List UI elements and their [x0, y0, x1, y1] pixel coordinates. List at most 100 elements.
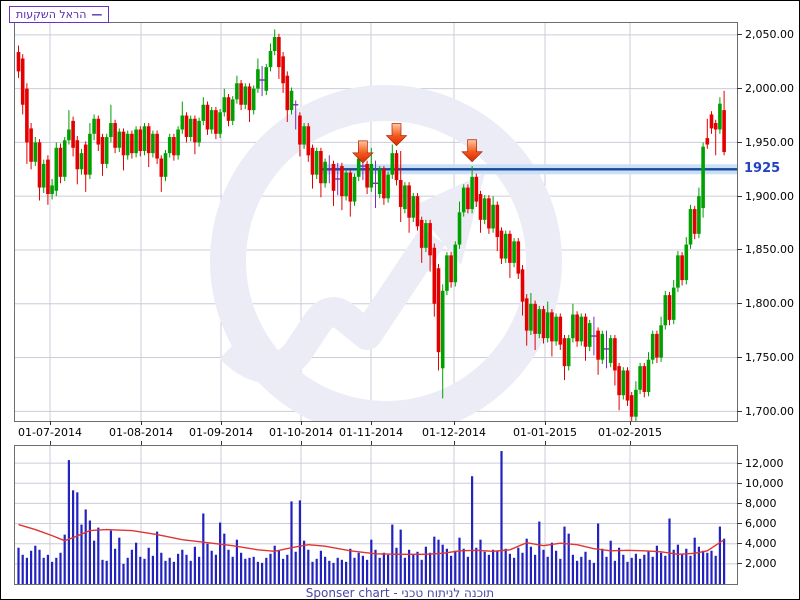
down-candle	[96, 118, 101, 145]
down-candle	[550, 312, 554, 342]
volume-panel[interactable]	[14, 445, 738, 585]
down-candle	[625, 370, 630, 401]
volume-bar	[235, 539, 238, 584]
price-tick	[737, 249, 742, 251]
down-candle	[516, 241, 521, 274]
volume-bar	[336, 557, 339, 584]
up-candle	[33, 142, 38, 162]
price-tick	[737, 34, 742, 36]
down-candle	[436, 268, 441, 353]
volume-bar	[567, 533, 570, 584]
volume-bar	[618, 547, 621, 584]
volume-bar	[332, 562, 335, 584]
volume-bar	[55, 557, 58, 584]
volume-bar	[109, 530, 112, 584]
volume-bar	[25, 557, 28, 584]
watermark-logo	[210, 85, 562, 421]
volume-bar	[290, 501, 293, 584]
volume-bar	[408, 549, 411, 584]
down-candle	[340, 166, 344, 197]
up-candle	[688, 209, 693, 245]
volume-tick	[737, 462, 742, 464]
volume-tick-label: 12,000	[745, 456, 784, 470]
volume-bar	[424, 546, 427, 584]
up-candle	[289, 90, 294, 111]
date-tick	[371, 421, 372, 425]
volume-bar	[181, 549, 184, 584]
volume-bar	[168, 557, 171, 584]
date-tick	[371, 441, 372, 445]
down-candle	[138, 129, 143, 152]
up-candle	[125, 133, 130, 156]
volume-bar	[508, 553, 511, 584]
volume-tick	[737, 523, 742, 525]
volume-bar	[483, 551, 486, 584]
candlestick-chart[interactable]	[15, 23, 737, 421]
price-tick	[737, 141, 742, 143]
date-tick-label: 01-02-2015	[598, 426, 662, 439]
date-tick-label: 01-12-2014	[422, 426, 486, 439]
volume-bar	[504, 548, 507, 584]
volume-ma-line	[18, 523, 725, 556]
series-legend[interactable]: הראל השקעות —	[9, 6, 110, 23]
volume-bar	[613, 560, 616, 584]
volume-bar	[609, 540, 612, 584]
up-candle	[230, 99, 235, 121]
up-candle	[671, 287, 676, 320]
volume-bar	[639, 558, 642, 584]
down-candle	[277, 36, 281, 68]
down-candle	[520, 269, 525, 302]
up-candle	[457, 212, 462, 245]
down-candle	[205, 104, 210, 130]
up-candle	[512, 241, 516, 263]
down-candle	[214, 110, 218, 134]
volume-bar	[664, 555, 667, 584]
volume-bar	[546, 556, 549, 584]
down-candle	[382, 169, 386, 199]
up-candle	[566, 338, 571, 367]
up-candle	[646, 359, 651, 392]
down-candle	[629, 395, 634, 417]
date-tick	[141, 441, 142, 445]
up-candle	[163, 153, 168, 177]
volume-bar	[198, 556, 201, 584]
down-candle	[692, 209, 697, 234]
volume-bar	[517, 547, 520, 584]
candle-wick	[375, 160, 376, 209]
up-candle	[684, 244, 689, 281]
volume-bar	[185, 554, 188, 584]
volume-bar	[101, 559, 104, 584]
up-candle	[268, 50, 273, 68]
volume-bar	[634, 553, 637, 584]
volume-bar	[156, 531, 159, 584]
up-candle	[470, 176, 474, 210]
down-candle	[432, 247, 437, 304]
volume-bar	[366, 559, 369, 584]
doji-candle	[259, 79, 265, 81]
volume-bar	[597, 523, 600, 584]
down-candle	[310, 147, 315, 175]
down-candle	[407, 185, 411, 218]
volume-bar	[689, 555, 692, 584]
volume-bar	[651, 556, 654, 584]
down-candle	[226, 97, 231, 121]
price-tick	[737, 303, 742, 305]
volume-bar	[248, 557, 251, 584]
volume-bar	[714, 555, 717, 584]
volume-bar	[227, 549, 230, 584]
price-chart-panel[interactable]	[14, 22, 738, 422]
down-candle	[667, 295, 672, 320]
volume-chart[interactable]	[15, 446, 737, 584]
down-candle	[575, 314, 579, 342]
up-candle	[50, 185, 54, 195]
down-candle	[713, 123, 718, 130]
up-candle	[243, 86, 248, 105]
down-candle	[583, 316, 588, 347]
volume-bar	[210, 550, 213, 584]
volume-bar	[244, 558, 247, 584]
volume-bar	[328, 560, 331, 584]
series-line-sample-icon: —	[91, 8, 103, 21]
volume-bar	[303, 540, 306, 584]
up-candle	[638, 366, 642, 390]
up-candle	[554, 316, 558, 342]
